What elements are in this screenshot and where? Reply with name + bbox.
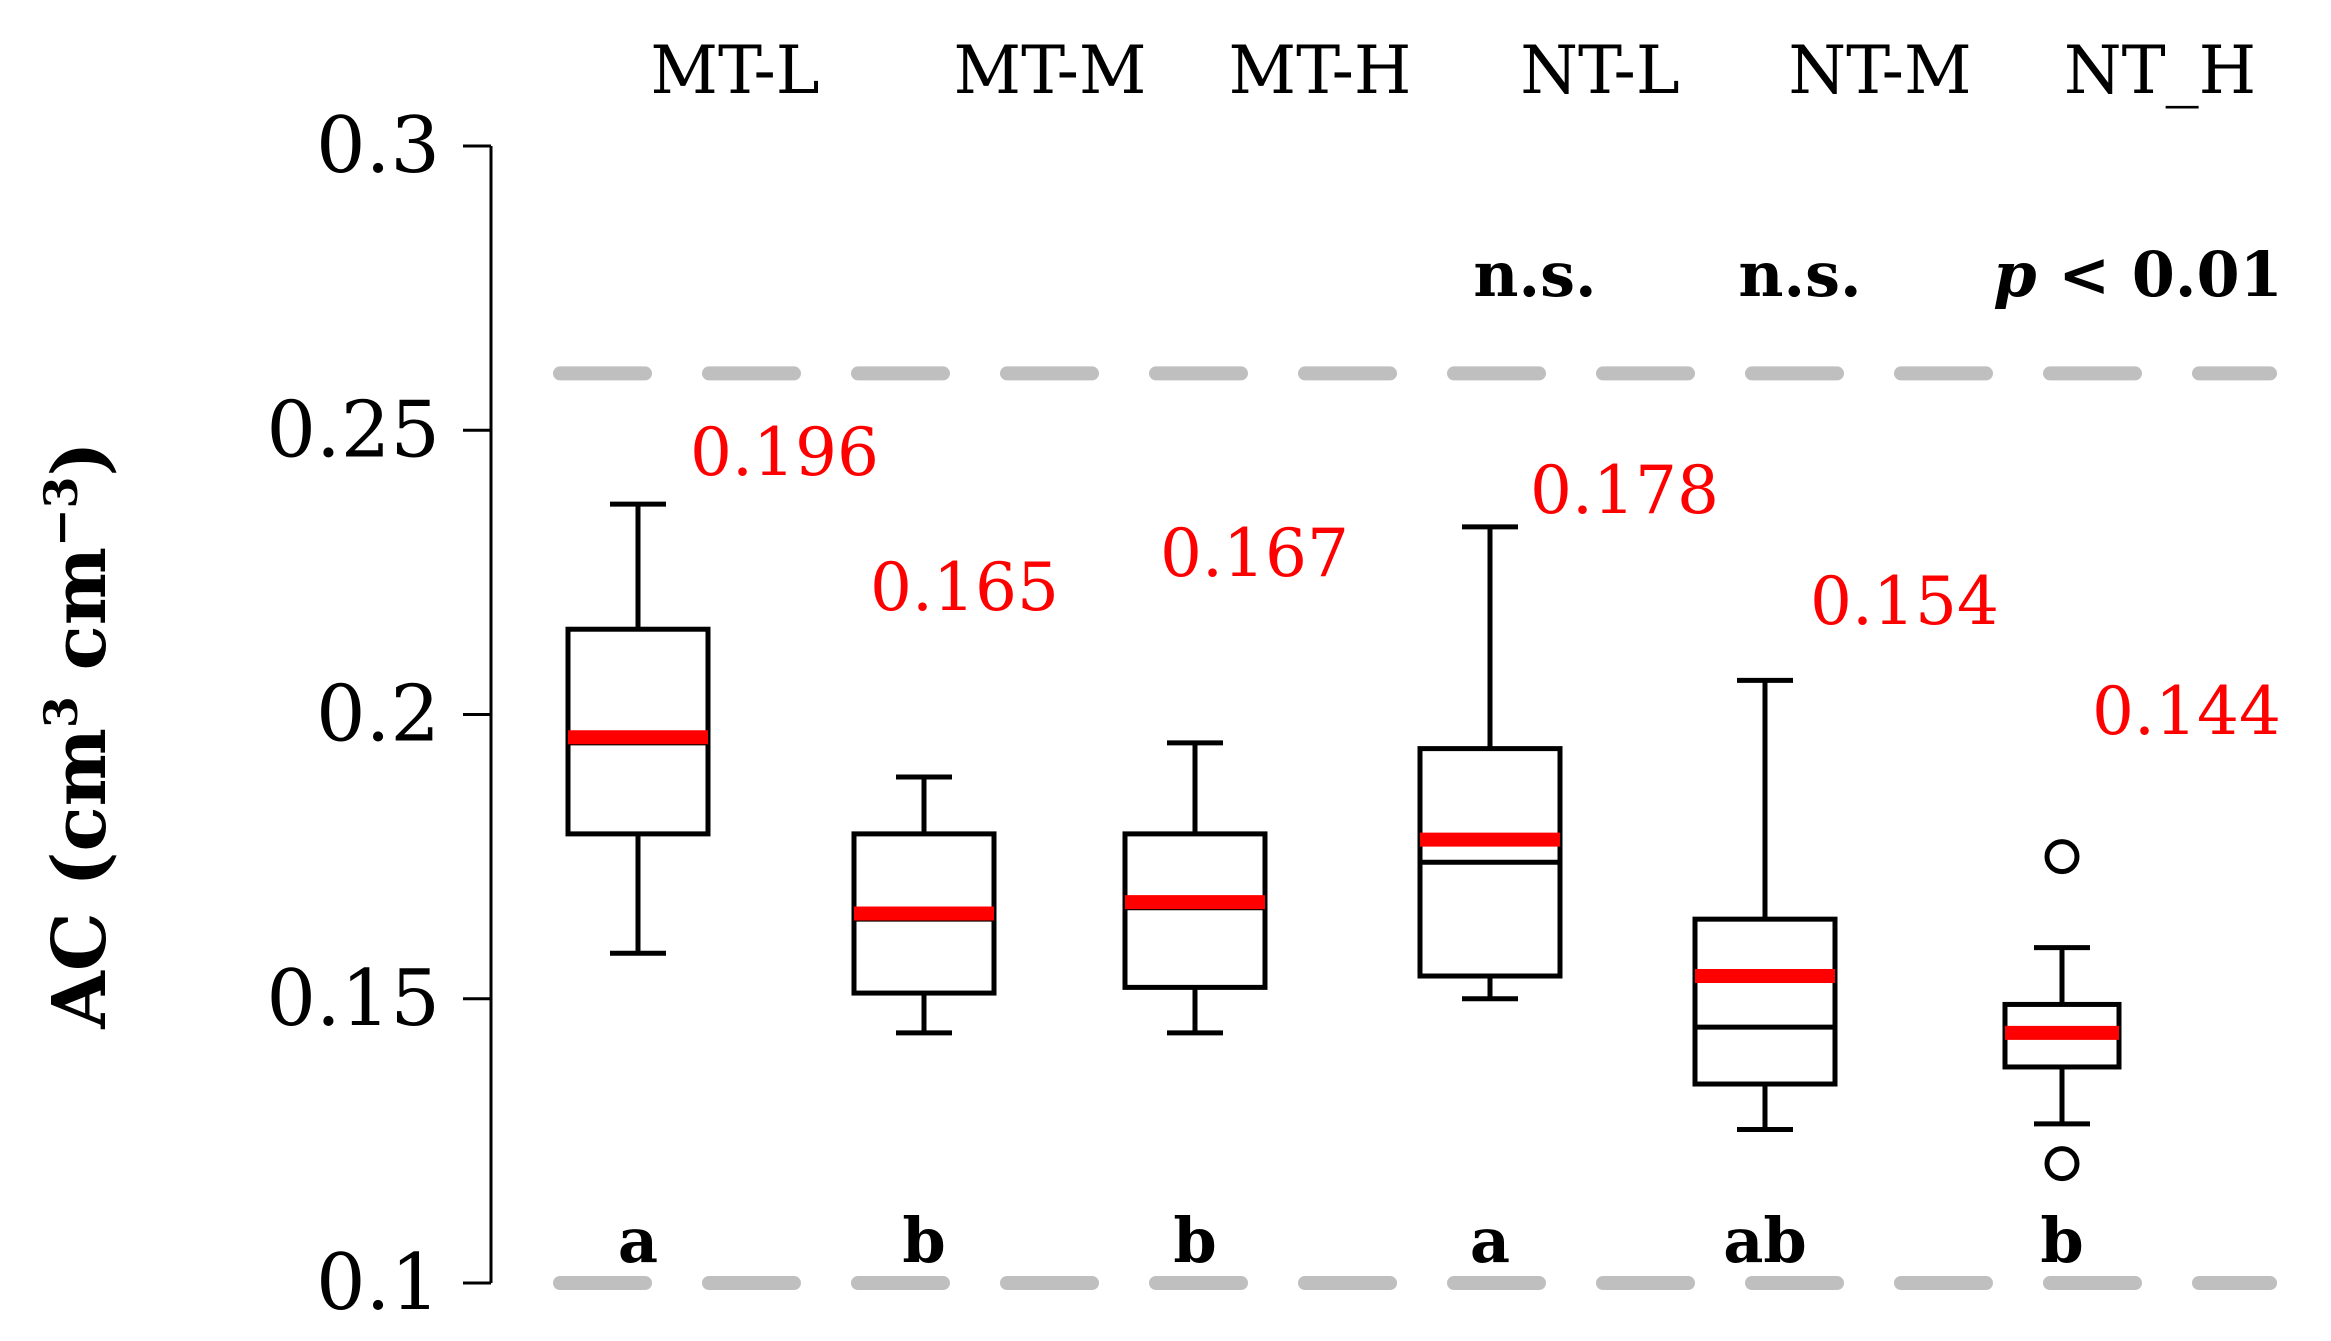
y-axis-label-suffix: ) xyxy=(37,441,123,476)
category-label: MT-L xyxy=(650,32,819,109)
y-axis-label-sup1: 3 xyxy=(34,696,88,728)
significance-label-nt-m: n.s. xyxy=(1738,238,1861,311)
significance-label-nt-h: p < 0.01 xyxy=(1993,238,2282,311)
y-tick-label: 0.25 xyxy=(266,385,440,475)
category-label: NT-M xyxy=(1788,32,1971,109)
mean-value-label: 0.178 xyxy=(1530,452,1719,529)
box-nt-m: 0.154 ab xyxy=(1692,563,1999,1277)
category-label: NT_H xyxy=(2064,32,2256,109)
mean-value-label: 0.144 xyxy=(2092,673,2281,750)
y-axis-label-prefix: AC (cm xyxy=(37,728,123,1029)
mean-value-label: 0.154 xyxy=(1810,563,1999,640)
y-tick-label: 0.3 xyxy=(316,101,440,191)
category-label: MT-H xyxy=(1229,32,1412,109)
group-letter-label: b xyxy=(2040,1204,2083,1277)
p-value-rest: < 0.01 xyxy=(2037,238,2283,311)
mean-value-label: 0.165 xyxy=(870,549,1059,626)
box-mt-h: 0.167 b xyxy=(1122,515,1349,1277)
outlier-point xyxy=(2044,1146,2080,1182)
y-tick-label: 0.1 xyxy=(316,1238,440,1328)
mean-value-label: 0.167 xyxy=(1160,515,1349,592)
box-nt-l: 0.178 a xyxy=(1417,452,1719,1277)
category-labels: MT-L MT-M MT-H NT-L NT-M NT_H xyxy=(650,32,2256,109)
box-mt-l: 0.196 a xyxy=(565,414,879,1277)
y-axis-label-mid: cm xyxy=(37,547,123,696)
y-axis-label-sup2: −3 xyxy=(34,476,88,547)
y-tick-label: 0.15 xyxy=(266,954,440,1044)
y-axis-label: AC (cm3 cm−3) xyxy=(34,441,123,1029)
boxes: 0.196 a 0.165 b 0.167 b 0.178 a 0.154 ab 0.144 b xyxy=(565,414,2281,1277)
box-nt-h: 0.144 b xyxy=(2002,673,2281,1277)
reference-lines xyxy=(553,366,2277,1290)
p-value-italic: p xyxy=(1993,238,2036,311)
outlier-point xyxy=(2044,839,2080,875)
box-iqr xyxy=(1122,831,1268,990)
mean-value-label: 0.196 xyxy=(690,414,879,491)
group-letter-label: a xyxy=(618,1204,658,1277)
significance-label-nt-l: n.s. xyxy=(1473,238,1596,311)
category-label: MT-M xyxy=(954,32,1147,109)
y-ticks: 0.1 0.15 0.2 0.25 0.3 xyxy=(266,101,491,1328)
group-letter-label: b xyxy=(1173,1204,1216,1277)
category-label: NT-L xyxy=(1520,32,1679,109)
group-letter-label: a xyxy=(1470,1204,1510,1277)
box-iqr xyxy=(1692,916,1838,1087)
group-letter-label: b xyxy=(902,1204,945,1277)
y-tick-label: 0.2 xyxy=(316,670,440,760)
group-letter-label: ab xyxy=(1723,1204,1807,1277)
box-mt-m: 0.165 b xyxy=(851,549,1059,1277)
